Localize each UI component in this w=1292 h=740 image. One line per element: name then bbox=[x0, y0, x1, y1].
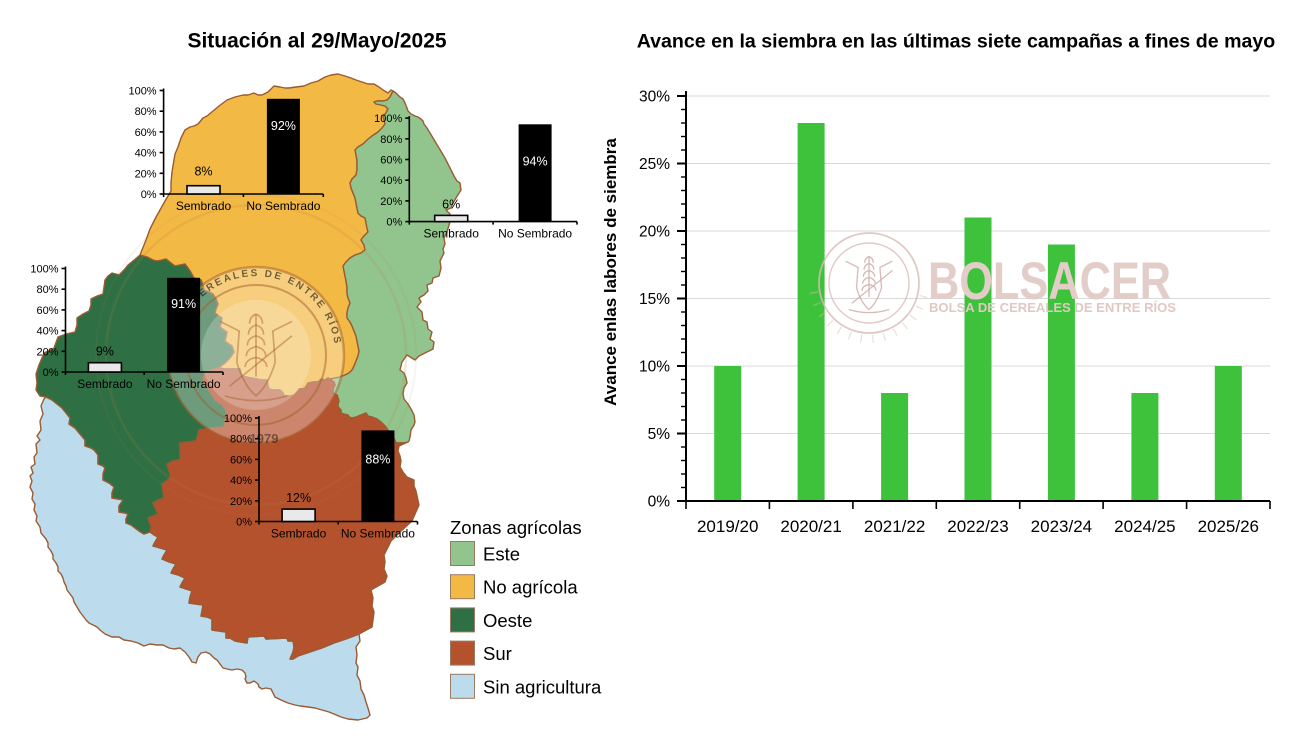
svg-text:No Sembrado: No Sembrado bbox=[147, 377, 221, 391]
svg-text:Oeste: Oeste bbox=[483, 610, 532, 631]
svg-text:Sembrado: Sembrado bbox=[424, 227, 480, 241]
svg-text:25%: 25% bbox=[639, 156, 670, 173]
svg-text:No agrícola: No agrícola bbox=[483, 577, 578, 598]
svg-text:2021/22: 2021/22 bbox=[864, 517, 925, 536]
svg-text:30%: 30% bbox=[639, 89, 670, 106]
svg-text:40%: 40% bbox=[135, 148, 157, 160]
svg-text:Sur: Sur bbox=[483, 643, 512, 664]
svg-text:Avance en la siembra en las úl: Avance en la siembra en las últimas siet… bbox=[637, 31, 1276, 53]
svg-text:6%: 6% bbox=[442, 197, 460, 211]
svg-text:10%: 10% bbox=[639, 359, 670, 376]
svg-text:1979: 1979 bbox=[250, 431, 279, 446]
svg-text:60%: 60% bbox=[380, 155, 402, 167]
svg-text:20%: 20% bbox=[380, 196, 402, 208]
svg-text:8%: 8% bbox=[194, 165, 212, 179]
svg-text:80%: 80% bbox=[135, 106, 157, 118]
svg-text:Situación al 29/Mayo/2025: Situación al 29/Mayo/2025 bbox=[187, 30, 446, 53]
svg-text:100%: 100% bbox=[128, 86, 156, 98]
svg-text:91%: 91% bbox=[171, 297, 196, 311]
svg-text:BOLSACER: BOLSACER bbox=[928, 252, 1171, 311]
svg-text:Sembrado: Sembrado bbox=[77, 377, 133, 391]
svg-text:BOLSA DE CEREALES DE ENTRE RÍO: BOLSA DE CEREALES DE ENTRE RÍOS bbox=[929, 300, 1176, 315]
svg-text:94%: 94% bbox=[523, 154, 548, 168]
svg-text:15%: 15% bbox=[639, 291, 670, 308]
svg-text:0%: 0% bbox=[43, 367, 59, 379]
svg-text:0%: 0% bbox=[236, 517, 252, 529]
svg-text:20%: 20% bbox=[36, 346, 58, 358]
svg-text:Sembrado: Sembrado bbox=[176, 199, 232, 213]
svg-text:88%: 88% bbox=[365, 452, 390, 466]
svg-text:80%: 80% bbox=[230, 434, 252, 446]
svg-text:80%: 80% bbox=[36, 284, 58, 296]
svg-text:Avance enlas labores de siembr: Avance enlas labores de siembra bbox=[601, 138, 620, 406]
svg-text:100%: 100% bbox=[374, 113, 402, 125]
svg-text:Sin agricultura: Sin agricultura bbox=[483, 676, 602, 697]
svg-text:2022/23: 2022/23 bbox=[947, 517, 1008, 536]
svg-text:5%: 5% bbox=[648, 426, 671, 443]
svg-text:No Sembrado: No Sembrado bbox=[246, 199, 320, 213]
svg-text:No Sembrado: No Sembrado bbox=[341, 527, 415, 541]
svg-text:60%: 60% bbox=[36, 305, 58, 317]
svg-text:100%: 100% bbox=[30, 264, 58, 276]
svg-text:2024/25: 2024/25 bbox=[1114, 517, 1175, 536]
svg-text:0%: 0% bbox=[648, 494, 671, 511]
svg-text:60%: 60% bbox=[135, 127, 157, 139]
svg-text:Este: Este bbox=[483, 544, 520, 565]
svg-text:2023/24: 2023/24 bbox=[1031, 517, 1092, 536]
svg-text:0%: 0% bbox=[386, 217, 402, 229]
svg-text:9%: 9% bbox=[96, 345, 114, 359]
svg-text:Zonas agrícolas: Zonas agrícolas bbox=[450, 517, 582, 538]
svg-text:12%: 12% bbox=[286, 491, 311, 505]
svg-text:0%: 0% bbox=[141, 189, 157, 201]
svg-text:20%: 20% bbox=[639, 224, 670, 241]
svg-text:40%: 40% bbox=[230, 475, 252, 487]
svg-text:Sembrado: Sembrado bbox=[271, 527, 327, 541]
svg-text:20%: 20% bbox=[230, 496, 252, 508]
svg-text:100%: 100% bbox=[224, 413, 252, 425]
svg-text:2020/21: 2020/21 bbox=[780, 517, 841, 536]
svg-text:2025/26: 2025/26 bbox=[1198, 517, 1259, 536]
svg-text:60%: 60% bbox=[230, 454, 252, 466]
svg-text:80%: 80% bbox=[380, 134, 402, 146]
svg-text:40%: 40% bbox=[36, 326, 58, 338]
svg-text:No Sembrado: No Sembrado bbox=[498, 227, 572, 241]
svg-text:40%: 40% bbox=[380, 175, 402, 187]
svg-text:20%: 20% bbox=[135, 168, 157, 180]
svg-text:92%: 92% bbox=[271, 119, 296, 133]
svg-text:2019/20: 2019/20 bbox=[697, 517, 758, 536]
